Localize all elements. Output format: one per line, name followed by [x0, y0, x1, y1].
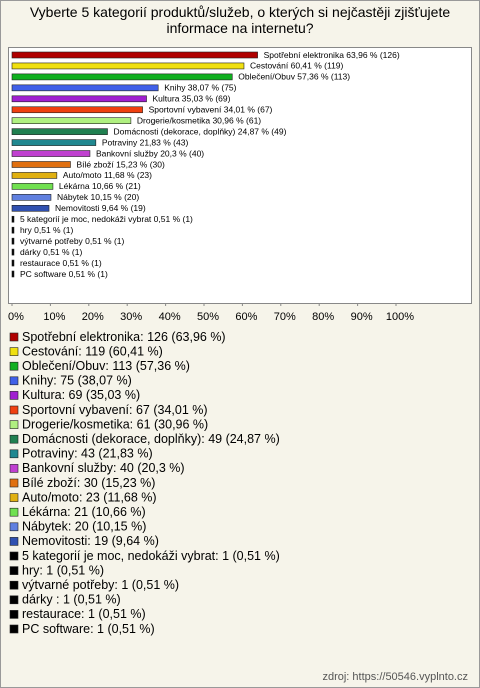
bar-label: hry 0,51 % (1) [20, 225, 74, 235]
bar-label: Sportovní vybavení 34,01 % (67) [149, 105, 273, 115]
bar-label: Spotřební elektronika 63,96 % (126) [264, 50, 400, 60]
legend-swatch [9, 551, 19, 561]
legend-label: Knihy: 75 (38,07 %) [22, 374, 132, 388]
legend-swatch [9, 405, 19, 415]
bar [11, 248, 15, 256]
x-tick-label: 10% [43, 311, 65, 323]
legend-label: hry: 1 (0,51 %) [22, 563, 104, 577]
bar-label: Knihy 38,07 % (75) [164, 83, 236, 93]
x-tick-label: 30% [120, 311, 142, 323]
legend-swatch [9, 434, 19, 444]
legend-swatch [9, 391, 19, 400]
bar [11, 139, 97, 146]
bar-label: Bílé zboží 15,23 % (30) [76, 159, 165, 169]
bar-label: Domácnosti (dekorace, doplňky) 24,87 % (… [114, 126, 287, 136]
legend-swatch [9, 595, 19, 605]
legend-swatch [9, 624, 19, 634]
source: zdroj: https://50546.vyplnto.cz [322, 671, 468, 683]
bar-label: Kultura 35,03 % (69) [153, 94, 231, 104]
legend-label: Nábytek: 20 (10,15 %) [22, 520, 146, 534]
bar-label: Drogerie/kosmetika 30,96 % (61) [137, 115, 261, 125]
legend-label: Lékárna: 21 (10,66 %) [22, 505, 146, 519]
legend-swatch [9, 420, 19, 429]
bar-label: Potraviny 21,83 % (43) [102, 137, 189, 147]
legend-label: restaurace: 1 (0,51 %) [22, 607, 146, 621]
legend-label: Oblečení/Obuv: 113 (57,36 %) [22, 359, 190, 373]
legend-swatch [9, 537, 19, 546]
legend-swatch [9, 478, 19, 488]
legend-swatch [9, 610, 19, 619]
legend-swatch [9, 464, 19, 473]
legend-label: výtvarné potřeby: 1 (0,51 %) [22, 578, 179, 592]
legend-label: Sportovní vybavení: 67 (34,01 %) [22, 403, 208, 417]
bar [11, 237, 15, 245]
legend-label: Potraviny: 43 (21,83 %) [22, 447, 153, 461]
bar [11, 128, 108, 135]
x-tick-label: 70% [274, 311, 296, 323]
legend-swatch [9, 493, 19, 502]
legend-label: Cestování: 119 (60,41 %) [22, 344, 163, 358]
bar-label: restaurace 0,51 % (1) [20, 258, 102, 268]
x-tick-label: 100% [386, 311, 414, 323]
x-tick-label: 40% [159, 311, 181, 323]
legend-label: 5 kategorií je moc, nedokáži vybrat: 1 (… [22, 549, 280, 563]
legend-swatch [9, 507, 19, 517]
bar-label: Oblečení/Obuv 57,36 % (113) [238, 72, 350, 82]
bar [11, 226, 15, 234]
bar-label: Auto/moto 11,68 % (23) [63, 170, 152, 180]
x-tick-label: 0% [8, 311, 24, 323]
legend-label: Bankovní služby: 40 (20,3 %) [22, 461, 185, 475]
x-tick-label: 80% [312, 311, 334, 323]
bar-label: Cestování 60,41 % (119) [250, 61, 344, 71]
bar-label: Nemovitosti 9,64 % (19) [55, 203, 146, 213]
bar [11, 161, 71, 168]
bar [11, 215, 15, 223]
bar [11, 270, 15, 278]
legend-label: Drogerie/kosmetika: 61 (30,96 %) [22, 417, 208, 431]
bar [11, 259, 15, 267]
legend-label: Spotřební elektronika: 126 (63,96 %) [22, 330, 226, 344]
bar [11, 73, 233, 81]
x-tick-label: 90% [351, 311, 373, 323]
legend-swatch [9, 347, 19, 356]
legend-label: Bílé zboží: 30 (15,23 %) [22, 476, 155, 490]
x-tick-label: 50% [197, 311, 219, 323]
bar-label: Bankovní služby 20,3 % (40) [96, 148, 204, 158]
legend-label: dárky : 1 (0,51 %) [22, 593, 121, 607]
bar [11, 106, 143, 114]
legend-label: PC software: 1 (0,51 %) [22, 622, 155, 636]
bar [11, 95, 147, 103]
bar-label: PC software 0,51 % (1) [20, 269, 108, 279]
bar-label: Lékárna 10,66 % (21) [59, 181, 141, 191]
bar [11, 150, 91, 157]
bar-label: 5 kategorií je moc, nedokáži vybrat 0,51… [20, 214, 193, 224]
legend-swatch [9, 332, 19, 342]
bar [11, 62, 245, 70]
bar-label: výtvarné potřeby 0,51 % (1) [20, 236, 125, 246]
x-tick-label: 20% [82, 311, 104, 323]
legend-swatch [9, 449, 19, 459]
legend-swatch [9, 376, 19, 386]
chart-title: Vyberte 5 kategorií produktů/služeb, o k… [29, 4, 451, 36]
bar [11, 117, 132, 124]
legend-label: Auto/moto: 23 (11,68 %) [22, 490, 157, 504]
legend-label: Domácnosti (dekorace, doplňky): 49 (24,8… [22, 432, 280, 446]
legend-label: Kultura: 69 (35,03 %) [22, 388, 140, 402]
bar [11, 51, 258, 59]
bar [11, 172, 58, 179]
bar [11, 183, 54, 190]
legend-swatch [9, 566, 19, 575]
legend-swatch [9, 361, 19, 371]
bar-label: dárky 0,51 % (1) [20, 247, 83, 257]
x-tick-label: 60% [235, 311, 257, 323]
bar [11, 84, 159, 92]
legend-swatch [9, 580, 19, 590]
legend-label: Nemovitosti: 19 (9,64 %) [22, 534, 159, 548]
bar [11, 194, 52, 201]
legend-swatch [9, 522, 19, 532]
bar-label: Nábytek 10,15 % (20) [57, 192, 139, 202]
bar [11, 205, 50, 212]
